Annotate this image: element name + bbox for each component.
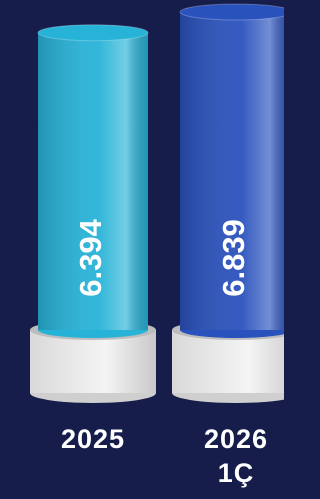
category-label: 2026 1Ç <box>171 422 284 490</box>
bar-top <box>38 25 148 41</box>
value-label: 6.394 <box>73 218 108 296</box>
value-label: 6.839 <box>216 219 251 297</box>
chart: 6.394 6.839 2025 2026 1Ç <box>0 0 284 499</box>
category-label: 2025 <box>28 422 158 456</box>
bar-top <box>180 4 284 20</box>
